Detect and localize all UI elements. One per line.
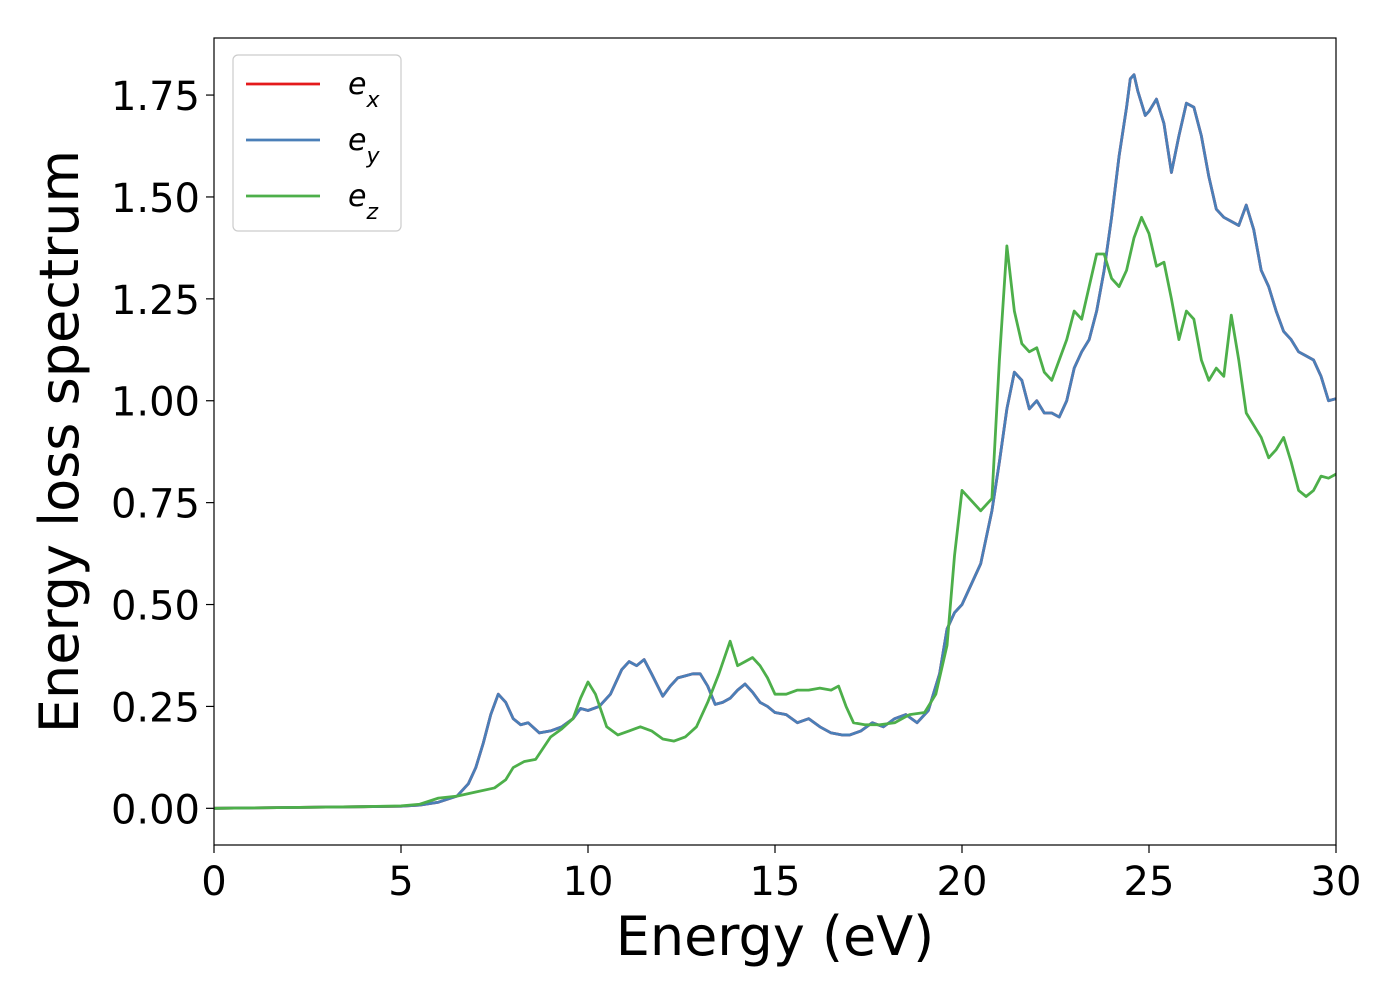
series-line-z	[214, 215, 1336, 810]
x-tick-label: 0	[201, 859, 226, 905]
y-tick-label: 0.00	[111, 787, 200, 833]
x-tick-label: 20	[937, 859, 988, 905]
legend-item-z: ez	[246, 179, 378, 225]
x-tick-label: 10	[563, 859, 614, 905]
y-tick-label: 0.75	[111, 482, 200, 528]
x-axis-ticks: 0 5 10 15 20 25 30	[201, 845, 1361, 905]
y-tick-label: 0.25	[111, 685, 200, 731]
legend-item-x: ex	[246, 67, 380, 113]
y-axis-ticks: 0.00 0.25 0.50 0.75 1.00 1.25 1.50 1.75	[111, 74, 214, 833]
series-layer	[214, 73, 1336, 810]
x-tick-label: 30	[1311, 859, 1362, 905]
legend-item-y: ey	[246, 123, 380, 169]
legend-box	[232, 54, 402, 232]
legend: ex ey ez	[232, 54, 402, 232]
x-axis-label: Energy (eV)	[616, 905, 935, 968]
legend-label: ex	[348, 67, 380, 113]
y-tick-label: 1.00	[111, 380, 200, 426]
y-tick-label: 1.50	[111, 176, 200, 222]
x-tick-label: 5	[388, 859, 413, 905]
legend-label: ey	[348, 123, 380, 169]
y-axis-label: Energy loss spectrum	[28, 150, 91, 733]
y-tick-label: 1.75	[111, 74, 200, 120]
x-tick-label: 15	[750, 859, 801, 905]
legend-label: ez	[348, 179, 378, 225]
y-tick-label: 0.50	[111, 584, 200, 630]
y-tick-label: 1.25	[111, 278, 200, 324]
legend-items: ex ey ez	[246, 67, 380, 225]
x-tick-label: 25	[1124, 859, 1175, 905]
